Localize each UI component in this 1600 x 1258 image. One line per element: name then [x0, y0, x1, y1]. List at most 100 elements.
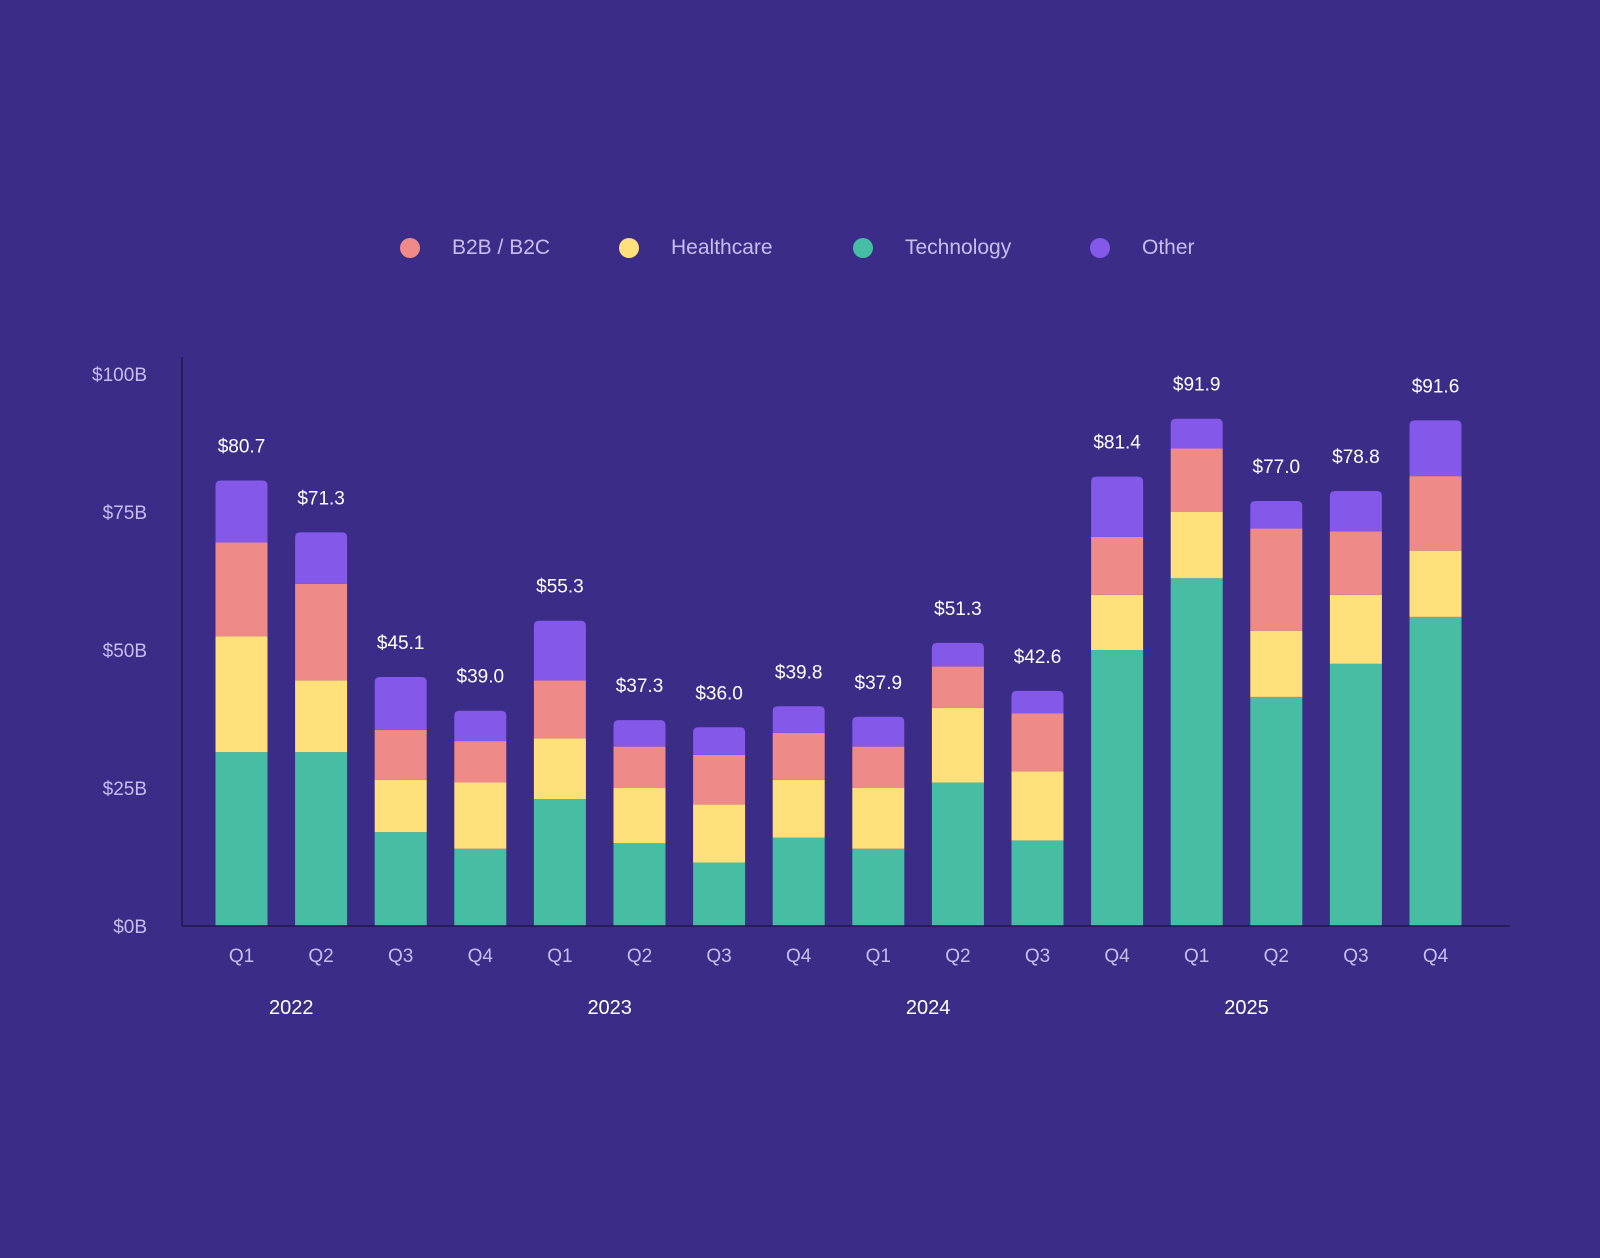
x-tick-label: Q3 [388, 946, 413, 967]
bar-total-label: $91.9 [1173, 375, 1221, 396]
bar-segment-b2b-b2c [1170, 448, 1223, 512]
bar-segment-technology [215, 752, 268, 926]
bar-segment-healthcare [295, 680, 348, 753]
x-tick-label: Q1 [1184, 946, 1209, 967]
legend: B2B / B2C Healthcare Technology Other [0, 236, 1600, 266]
bar-segment-healthcare [1329, 594, 1382, 664]
bar-segment-other [1329, 491, 1382, 532]
bar-segment-b2b-b2c [533, 680, 586, 739]
bar-total-label: $37.9 [855, 673, 903, 694]
x-tick-label: Q2 [1264, 946, 1289, 967]
bar-segment-b2b-b2c [772, 732, 825, 780]
y-tick-label: $100B [92, 365, 147, 386]
bar-segment-healthcare [852, 788, 905, 849]
bar-segment-technology [852, 848, 905, 926]
bar-segment-technology [1170, 578, 1223, 926]
bar-total-label: $80.7 [218, 437, 266, 458]
bar-segment-other [1170, 418, 1223, 449]
x-tick-label: Q3 [706, 946, 731, 967]
bar-segment-technology [772, 837, 825, 926]
bar-segment-other [1091, 476, 1144, 537]
bar-total-label: $71.3 [297, 488, 345, 509]
bar-segment-b2b-b2c [613, 746, 666, 788]
legend-dot-b2b-b2c-icon [400, 238, 420, 258]
x-tick-label: Q4 [1104, 946, 1130, 967]
bar-total-label: $91.6 [1412, 376, 1460, 397]
bar-segment-other [215, 480, 268, 543]
bar-segment-other [693, 727, 746, 755]
bar-segment-healthcare [772, 779, 825, 838]
bar-segment-technology [693, 862, 746, 926]
bar-segment-technology [533, 799, 586, 926]
bar-segment-b2b-b2c [1329, 531, 1382, 595]
x-tick-label: Q2 [945, 946, 970, 967]
y-tick-label: $25B [103, 779, 147, 800]
bar-segment-b2b-b2c [215, 542, 268, 637]
legend-label-other: Other [1142, 236, 1195, 259]
legend-item-technology[interactable]: Technology [853, 236, 1011, 260]
bar-segment-other [374, 677, 427, 731]
legend-dot-healthcare-icon [619, 238, 639, 258]
bar-segment-other [931, 642, 984, 667]
bar-segment-healthcare [374, 779, 427, 833]
bar-total-label: $51.3 [934, 599, 982, 620]
bar-segment-other [533, 620, 586, 681]
year-label: 2022 [269, 997, 314, 1019]
y-tick-label: $0B [113, 917, 147, 938]
x-tick-label: Q2 [627, 946, 652, 967]
bar-segment-other [613, 720, 666, 747]
bar-segment-technology [1409, 616, 1462, 926]
bar-segment-technology [1091, 650, 1144, 926]
legend-item-other[interactable]: Other [1090, 236, 1195, 260]
bar-segment-other [1011, 690, 1064, 714]
bar-segment-healthcare [454, 782, 507, 849]
legend-label-b2b-b2c: B2B / B2C [452, 236, 551, 259]
bar-segment-healthcare [1170, 512, 1223, 579]
bar-segment-healthcare [1250, 630, 1303, 697]
legend-item-healthcare[interactable]: Healthcare [619, 236, 773, 260]
bar-segment-other [295, 532, 348, 584]
x-tick-label: Q4 [786, 946, 812, 967]
y-tick-label: $75B [103, 503, 147, 524]
bar-segment-b2b-b2c [1250, 528, 1303, 631]
x-tick-label: Q2 [308, 946, 333, 967]
year-label: 2025 [1224, 997, 1269, 1019]
bar-segment-technology [374, 832, 427, 926]
x-tick-label: Q4 [1423, 946, 1449, 967]
bar-total-label: $39.8 [775, 662, 823, 683]
bar-segment-healthcare [931, 707, 984, 783]
bar-segment-b2b-b2c [1011, 713, 1064, 772]
bar-segment-other [772, 706, 825, 733]
bar-segment-healthcare [533, 738, 586, 800]
bar-segment-b2b-b2c [931, 666, 984, 708]
bar-segment-technology [1011, 840, 1064, 926]
bar-total-label: $42.6 [1014, 647, 1062, 668]
bar-segment-technology [454, 848, 507, 926]
bar-total-label: $55.3 [536, 577, 584, 598]
bar-segment-technology [295, 752, 348, 926]
bar-segment-healthcare [1091, 594, 1144, 650]
bar-total-label: $39.0 [457, 667, 505, 688]
bar-segment-healthcare [613, 788, 666, 844]
bar-segment-technology [1250, 696, 1303, 926]
bar-segment-b2b-b2c [852, 746, 905, 788]
x-tick-label: Q1 [547, 946, 572, 967]
bar-segment-healthcare [693, 804, 746, 863]
bar-segment-b2b-b2c [295, 583, 348, 681]
bar-total-label: $37.3 [616, 676, 664, 697]
bar-segment-healthcare [1409, 550, 1462, 617]
legend-item-b2b-b2c[interactable]: B2B / B2C [400, 236, 550, 260]
x-tick-label: Q3 [1025, 946, 1050, 967]
x-tick-label: Q1 [229, 946, 254, 967]
year-label: 2023 [587, 997, 632, 1019]
bar-segment-technology [931, 782, 984, 926]
bar-segment-b2b-b2c [454, 741, 507, 783]
bar-segment-b2b-b2c [374, 730, 427, 780]
legend-dot-technology-icon [853, 238, 873, 258]
bar-segment-healthcare [215, 636, 268, 753]
bar-segment-healthcare [1011, 771, 1064, 841]
bar-segment-b2b-b2c [1409, 476, 1462, 551]
bar-segment-technology [613, 843, 666, 926]
